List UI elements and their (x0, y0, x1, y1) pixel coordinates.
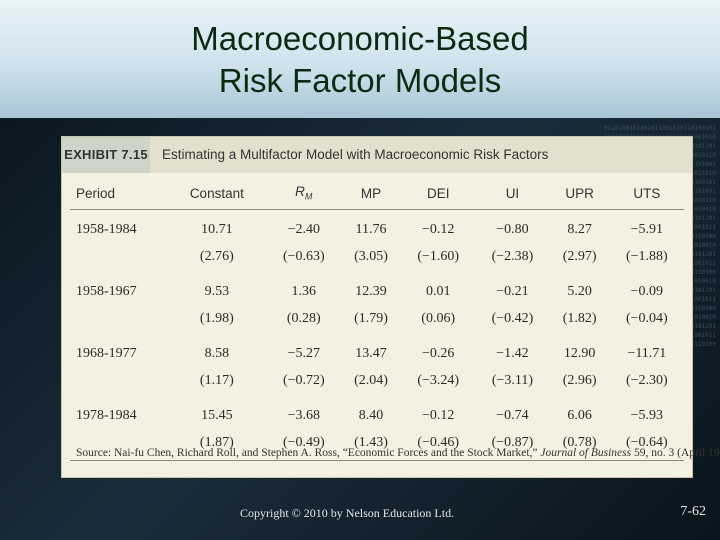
table-row: 1958-1984 10.71 −2.40 11.76 −0.12 −0.80 8.27 −5… (70, 210, 684, 244)
cell-period: 1978-1984 (76, 407, 137, 423)
cell-coefficient: −5.91 (630, 221, 664, 237)
header-period: Period (70, 177, 167, 210)
cell-tstat: (1.82) (562, 310, 597, 326)
cell-empty (70, 367, 167, 396)
cell-coefficient: 10.71 (201, 221, 233, 237)
cell-tstat: (−0.64) (609, 429, 684, 461)
table-row: 1968-1977 8.58 −5.27 13.47 −0.26 −1.42 12.90 −1… (70, 334, 684, 367)
cell-tstat: (1.79) (354, 310, 388, 326)
cell-empty (70, 429, 167, 461)
cell-coefficient: −5.27 (287, 345, 320, 361)
cell-tstat: (−0.87) (475, 429, 550, 461)
cell-coefficient: 9.53 (204, 283, 230, 299)
table-body: 1958-1984 10.71 −2.40 11.76 −0.12 −0.80 8.27 −5… (70, 210, 684, 461)
cell-tstat: (1.17) (199, 372, 234, 388)
cell-coefficient: 8.58 (204, 345, 230, 361)
header-ui: UI (475, 177, 550, 210)
cell-coefficient: −0.80 (496, 221, 529, 237)
cell-empty (70, 305, 167, 334)
cell-empty (70, 243, 167, 272)
exhibit-label: EXHIBIT 7.15 (62, 137, 150, 173)
table-row-tstat: (1.17) (−0.72) (2.04) (−3.24) (−3.11) (2.96) (… (70, 367, 684, 396)
cell-coefficient: 13.47 (355, 345, 387, 361)
cell-coefficient: −0.21 (496, 283, 529, 299)
cell-coefficient: 11.76 (355, 221, 387, 237)
cell-coefficient: −1.42 (496, 345, 529, 361)
cell-coefficient: −0.12 (422, 407, 455, 423)
cell-coefficient: 6.06 (567, 407, 592, 423)
cell-tstat: (−3.24) (417, 372, 460, 388)
cell-tstat: (−3.11) (491, 372, 534, 388)
header-rm: RM (266, 177, 341, 210)
cell-coefficient: 5.20 (567, 283, 592, 299)
exhibit-table-panel: EXHIBIT 7.15 Estimating a Multifactor Mo… (62, 137, 720, 477)
cell-period: 1958-1984 (76, 221, 137, 237)
cell-tstat: (2.97) (562, 248, 597, 264)
regression-table: Period Constant RM MP DEI UI UPR UTS 195… (70, 177, 684, 461)
cell-tstat: (2.96) (562, 372, 597, 388)
cell-coefficient: 8.40 (358, 407, 384, 423)
cell-tstat: (2.76) (199, 248, 234, 264)
cell-tstat: (−2.30) (626, 372, 668, 388)
header-constant: Constant (167, 177, 267, 210)
table-row-tstat: (1.87) (−0.49) (1.43) (−0.46) (−0.87) (0.78)(… (70, 429, 684, 461)
source-note: Source: Nai-fu Chen, Richard Roll, and S… (76, 447, 720, 459)
table-row: 1958-1967 9.53 1.36 12.39 0.01 −0.21 5.20 −0.09 (70, 272, 684, 305)
copyright-footer: Copyright © 2010 by Nelson Education Ltd… (240, 506, 455, 520)
cell-tstat: (0.78) (549, 429, 610, 461)
cell-coefficient: −3.68 (287, 407, 320, 423)
cell-coefficient: −0.09 (630, 283, 664, 299)
cell-coefficient: 15.45 (201, 407, 233, 423)
exhibit-header: EXHIBIT 7.15 Estimating a Multifactor Mo… (62, 137, 692, 173)
cell-tstat: (−0.63) (282, 248, 325, 264)
cell-tstat: (−1.88) (626, 248, 668, 264)
header-mp: MP (340, 177, 402, 210)
cell-tstat: (3.05) (354, 248, 388, 264)
source-prefix: Source: Nai-fu Chen, Richard Roll, and S… (76, 447, 541, 459)
cell-tstat: (1.98) (199, 310, 234, 326)
cell-period: 1968-1977 (76, 345, 137, 361)
slide-title-line1: Macroeconomic-Based (191, 20, 529, 57)
cell-coefficient: 12.90 (563, 345, 596, 361)
table-row-tstat: (1.98) (0.28) (1.79) (0.06) (−0.42) (1.82) (−0… (70, 305, 684, 334)
cell-coefficient: −5.93 (630, 407, 664, 423)
source-journal: Journal of Business (540, 447, 632, 459)
cell-tstat: (−0.46) (401, 429, 476, 461)
table-row: 1978-1984 15.45 −3.68 8.40 −0.12 −0.74 6.06 −5.… (70, 396, 684, 429)
cell-tstat: (−2.38) (491, 248, 534, 264)
slide-title: Macroeconomic-Based Risk Factor Models (0, 18, 720, 102)
slide-header (0, 0, 720, 118)
cell-tstat: (−0.72) (282, 372, 325, 388)
cell-tstat: (1.43) (340, 429, 402, 461)
cell-tstat: (−0.04) (626, 310, 668, 326)
cell-coefficient: 8.27 (567, 221, 592, 237)
exhibit-caption: Estimating a Multifactor Model with Macr… (162, 147, 549, 162)
cell-coefficient: −0.74 (496, 407, 529, 423)
cell-coefficient: −0.12 (422, 221, 455, 237)
cell-coefficient: −0.26 (422, 345, 455, 361)
cell-tstat: (0.28) (286, 310, 321, 326)
cell-period: 1958-1967 (76, 283, 137, 299)
cell-coefficient: 1.36 (291, 283, 317, 299)
cell-coefficient: 0.01 (425, 283, 451, 299)
source-suffix: 59, no. 3 (April 1986). (633, 447, 720, 459)
header-dei: DEI (401, 177, 476, 210)
cell-coefficient: 12.39 (355, 283, 387, 299)
cell-coefficient: −11.71 (627, 345, 667, 361)
cell-tstat: (−0.42) (491, 310, 534, 326)
page-number: 7-62 (680, 504, 706, 519)
cell-tstat: (0.06) (421, 310, 456, 326)
header-upr: UPR (549, 177, 610, 210)
cell-tstat: (−1.60) (417, 248, 460, 264)
table-header-row: Period Constant RM MP DEI UI UPR UTS (70, 177, 684, 210)
cell-tstat: (−0.49) (266, 429, 341, 461)
slide-title-line2: Risk Factor Models (218, 62, 502, 99)
cell-tstat: (2.04) (354, 372, 388, 388)
cell-tstat: (1.87) (167, 429, 267, 461)
header-uts: UTS (609, 177, 684, 210)
table-row-tstat: (2.76) (−0.63) (3.05) (−1.60) (−2.38) (2.97) (… (70, 243, 684, 272)
cell-coefficient: −2.40 (287, 221, 320, 237)
